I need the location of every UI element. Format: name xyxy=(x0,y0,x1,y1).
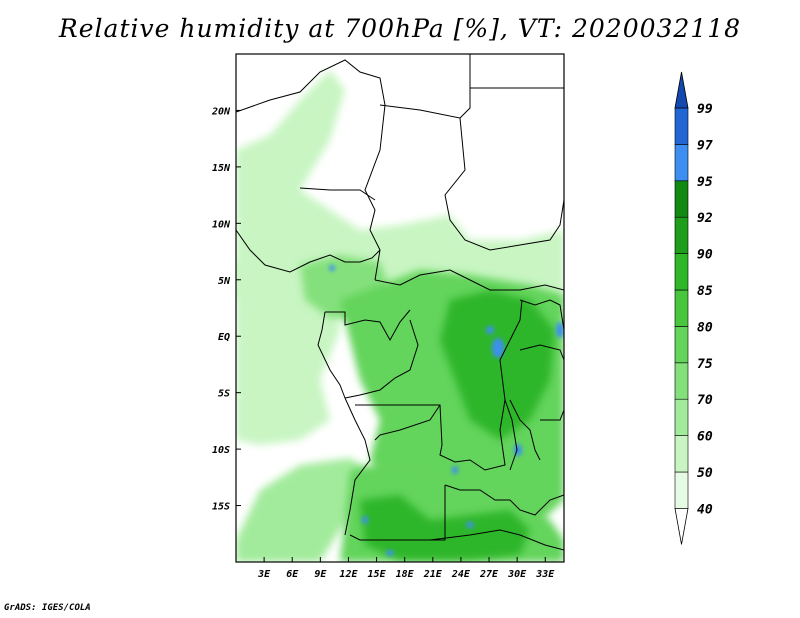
colorbar-segment xyxy=(674,435,689,473)
lat-tick-label: 10S xyxy=(212,445,230,456)
colorbar-segment xyxy=(674,216,689,254)
lon-tick-label: 30E xyxy=(507,569,527,580)
colorbar-label: 75 xyxy=(697,357,713,372)
colorbar-segment xyxy=(674,398,689,436)
lon-tick-label: 6E xyxy=(286,569,299,580)
sahel-band xyxy=(236,70,564,300)
lon-tick-label: 18E xyxy=(396,569,415,580)
colorbar-segment xyxy=(674,180,689,218)
lon-tick-label: 33E xyxy=(535,569,555,580)
colorbar-label: 40 xyxy=(697,502,713,517)
country-borders xyxy=(236,54,564,551)
colorbar: 40 50 60 70 75 80 85 90 92 95 97 99 xyxy=(674,71,713,545)
lat-tick-label: 5S xyxy=(218,389,230,400)
lat-tick-label: 10N xyxy=(212,219,231,230)
colorbar-segment xyxy=(674,471,689,509)
colorbar-bottom-arrow xyxy=(674,508,689,545)
colorbar-label: 50 xyxy=(697,466,713,481)
colorbar-label: 85 xyxy=(697,284,713,299)
colorbar-label: 92 xyxy=(697,211,713,226)
colorbar-label: 70 xyxy=(697,393,713,408)
colorbar-segment xyxy=(674,362,689,400)
atlantic-plume xyxy=(236,458,370,562)
colorbar-segment xyxy=(674,326,689,364)
colorbar-top-arrow xyxy=(674,71,689,109)
colorbar-label: 80 xyxy=(697,320,713,335)
colorbar-label: 90 xyxy=(697,248,713,263)
lon-tick-label: 24E xyxy=(451,569,471,580)
colorbar-label: 60 xyxy=(697,430,713,445)
grads-footer: GrADS: IGES/COLA xyxy=(4,603,91,613)
lat-tick-label: 5N xyxy=(218,276,231,287)
colorbar-segment xyxy=(674,144,689,182)
lon-tick-label: 9E xyxy=(314,569,327,580)
colorbar-segment xyxy=(674,107,689,145)
colorbar-segment xyxy=(674,289,689,327)
lat-axis: 20N 15N 10N 5N EQ 5S 10S 15S xyxy=(211,106,241,513)
lat-tick-label: 20N xyxy=(211,106,231,117)
map-border xyxy=(235,53,565,563)
lon-tick-label: 15E xyxy=(368,569,387,580)
lon-tick-label: 27E xyxy=(479,569,499,580)
lon-tick-label: 3E xyxy=(257,569,271,580)
lon-tick-label: 12E xyxy=(339,569,358,580)
map-title: Relative humidity at 700hPa [%], VT: 202… xyxy=(58,14,742,43)
lon-axis: 3E 6E 9E 12E 15E 18E 21E 24E 27E 30E 33E xyxy=(257,557,555,580)
lon-tick-label: 21E xyxy=(423,569,443,580)
colorbar-segment xyxy=(674,253,689,291)
colorbar-label: 97 xyxy=(697,138,713,153)
colorbar-label: 99 xyxy=(697,102,713,117)
lat-tick-label: 15N xyxy=(212,163,231,174)
great-lakes-core xyxy=(440,290,555,440)
lat-tick-label: 15S xyxy=(212,502,230,513)
lat-tick-label: EQ xyxy=(218,332,230,343)
colorbar-label: 95 xyxy=(697,175,713,190)
humidity-field xyxy=(236,54,564,562)
